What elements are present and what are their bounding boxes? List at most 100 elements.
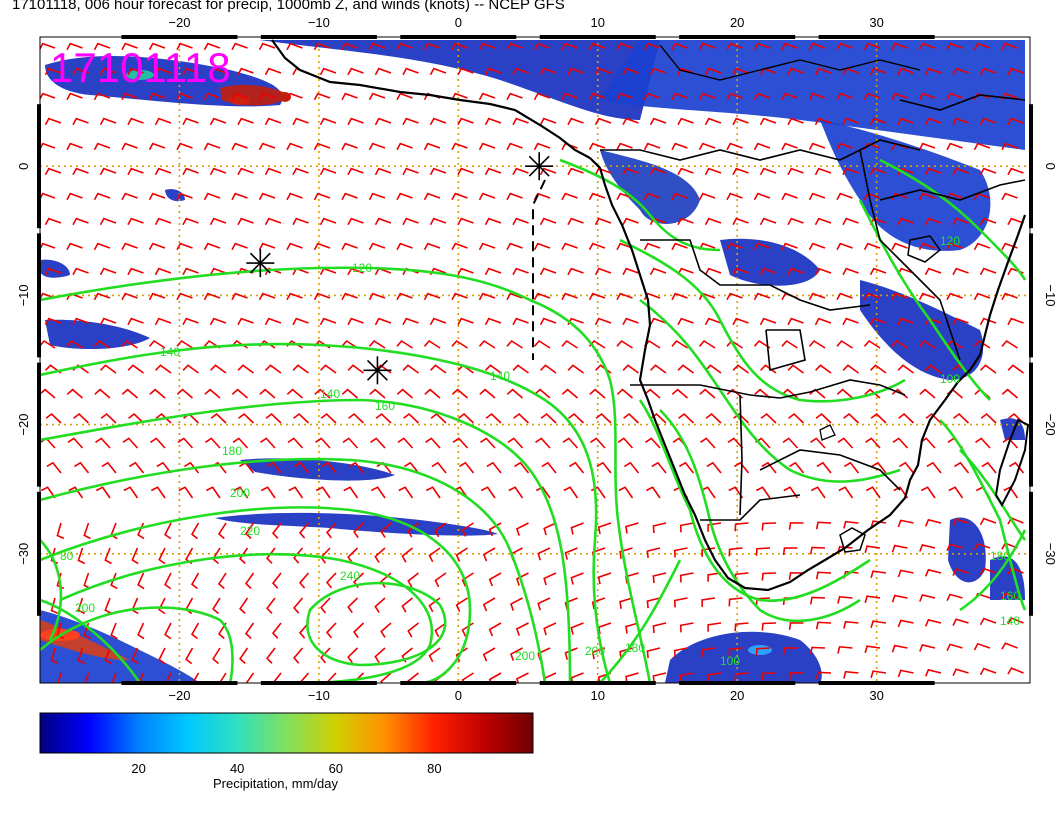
wind-barb <box>176 92 193 101</box>
wind-barb <box>341 388 359 399</box>
wind-barb <box>423 292 441 301</box>
wind-barb <box>292 217 309 226</box>
wind-barb <box>815 671 832 680</box>
wind-barb <box>239 547 249 564</box>
wind-barb <box>979 267 997 276</box>
wind-barb <box>183 461 200 474</box>
wind-barb <box>753 142 771 151</box>
wind-barb <box>100 412 117 424</box>
wind-barb <box>726 242 743 251</box>
wind-barb <box>1001 592 1018 600</box>
contour-line <box>639 298 901 483</box>
wind-barb <box>209 317 227 326</box>
wind-barb <box>430 412 447 424</box>
wind-barb <box>93 192 111 201</box>
contour-line <box>659 409 861 623</box>
wind-barb <box>671 192 688 201</box>
wind-barb <box>397 437 414 449</box>
bottom-tick-bar <box>260 681 377 685</box>
wind-barb <box>540 364 557 374</box>
wind-barb <box>451 92 468 101</box>
wind-barb <box>72 217 89 226</box>
wind-barb <box>478 292 496 301</box>
wind-barb <box>457 317 474 326</box>
wind-barb <box>150 486 166 499</box>
wind-barb <box>814 217 832 226</box>
wind-barb <box>401 547 414 563</box>
wind-barb <box>1007 117 1024 126</box>
wind-barb <box>952 67 969 76</box>
wind-barb <box>239 647 249 664</box>
wind-barb <box>755 647 771 656</box>
wind-barb <box>44 217 62 226</box>
wind-barb <box>67 437 84 449</box>
wind-barb <box>953 461 970 474</box>
wind-barb <box>863 92 881 101</box>
contour-label: 200 <box>75 601 95 615</box>
wind-barb <box>209 167 227 176</box>
wind-barb <box>1007 217 1024 226</box>
wind-barb <box>870 412 887 424</box>
wind-barb <box>781 42 798 51</box>
wind-barb <box>218 672 227 683</box>
wind-barb <box>616 92 633 101</box>
wind-barb <box>341 42 358 51</box>
wind-barb <box>698 192 716 201</box>
wind-barb <box>707 672 722 682</box>
wind-barb <box>506 192 523 201</box>
wind-barb <box>646 597 661 609</box>
wind-barb <box>488 672 502 683</box>
wind-barb <box>320 364 337 374</box>
wind-barb <box>203 192 221 201</box>
wind-barb <box>918 142 936 151</box>
wind-barb <box>368 42 386 51</box>
map-area[interactable]: 120 140 140 140 160 180 200 220 240 200 200 180 180 1… <box>40 37 1031 689</box>
star-stroke <box>528 155 550 177</box>
wind-barb <box>347 597 359 614</box>
wind-barb <box>313 242 331 251</box>
wind-barb <box>594 317 612 326</box>
wind-barb <box>321 461 337 474</box>
wind-barb <box>341 92 358 101</box>
right-axis: 0 −10 −20 −30 <box>1029 104 1056 616</box>
wind-barb <box>946 292 963 301</box>
wind-barb <box>44 167 62 176</box>
wind-barb <box>286 242 303 251</box>
wind-barb <box>66 339 83 349</box>
wind-barb <box>177 437 194 449</box>
wind-barb <box>919 388 936 399</box>
wind-barb <box>293 412 310 424</box>
wind-barb <box>919 594 936 602</box>
wind-barb <box>533 142 551 151</box>
wind-barb <box>810 437 826 449</box>
wind-barb <box>1002 437 1019 449</box>
wind-barb <box>265 412 282 424</box>
wind-barb <box>704 267 722 276</box>
wind-barb <box>649 167 667 176</box>
wind-barb <box>154 317 172 326</box>
wind-barb <box>131 647 139 665</box>
wind-barb <box>190 622 200 640</box>
wind-barb <box>341 292 358 301</box>
wind-barb <box>513 412 530 424</box>
wind-barb <box>164 522 172 540</box>
wind-barb <box>272 672 282 683</box>
wind-barb <box>814 167 832 176</box>
wind-barb <box>396 339 413 349</box>
precip-core <box>748 645 772 655</box>
wind-barb <box>808 92 826 101</box>
wind-barb <box>649 267 667 276</box>
wind-barb <box>622 167 639 176</box>
wind-barb <box>95 437 111 449</box>
wind-barb <box>260 486 276 499</box>
wind-barb <box>946 142 963 151</box>
wind-barb <box>341 242 358 251</box>
wind-barb <box>423 242 441 251</box>
wind-barb <box>423 339 441 349</box>
wind-barb <box>154 267 172 276</box>
wind-barb <box>679 572 694 583</box>
contour-line <box>40 266 652 683</box>
wind-barb <box>815 571 832 580</box>
wind-barb <box>57 672 62 683</box>
wind-barb <box>836 388 854 399</box>
